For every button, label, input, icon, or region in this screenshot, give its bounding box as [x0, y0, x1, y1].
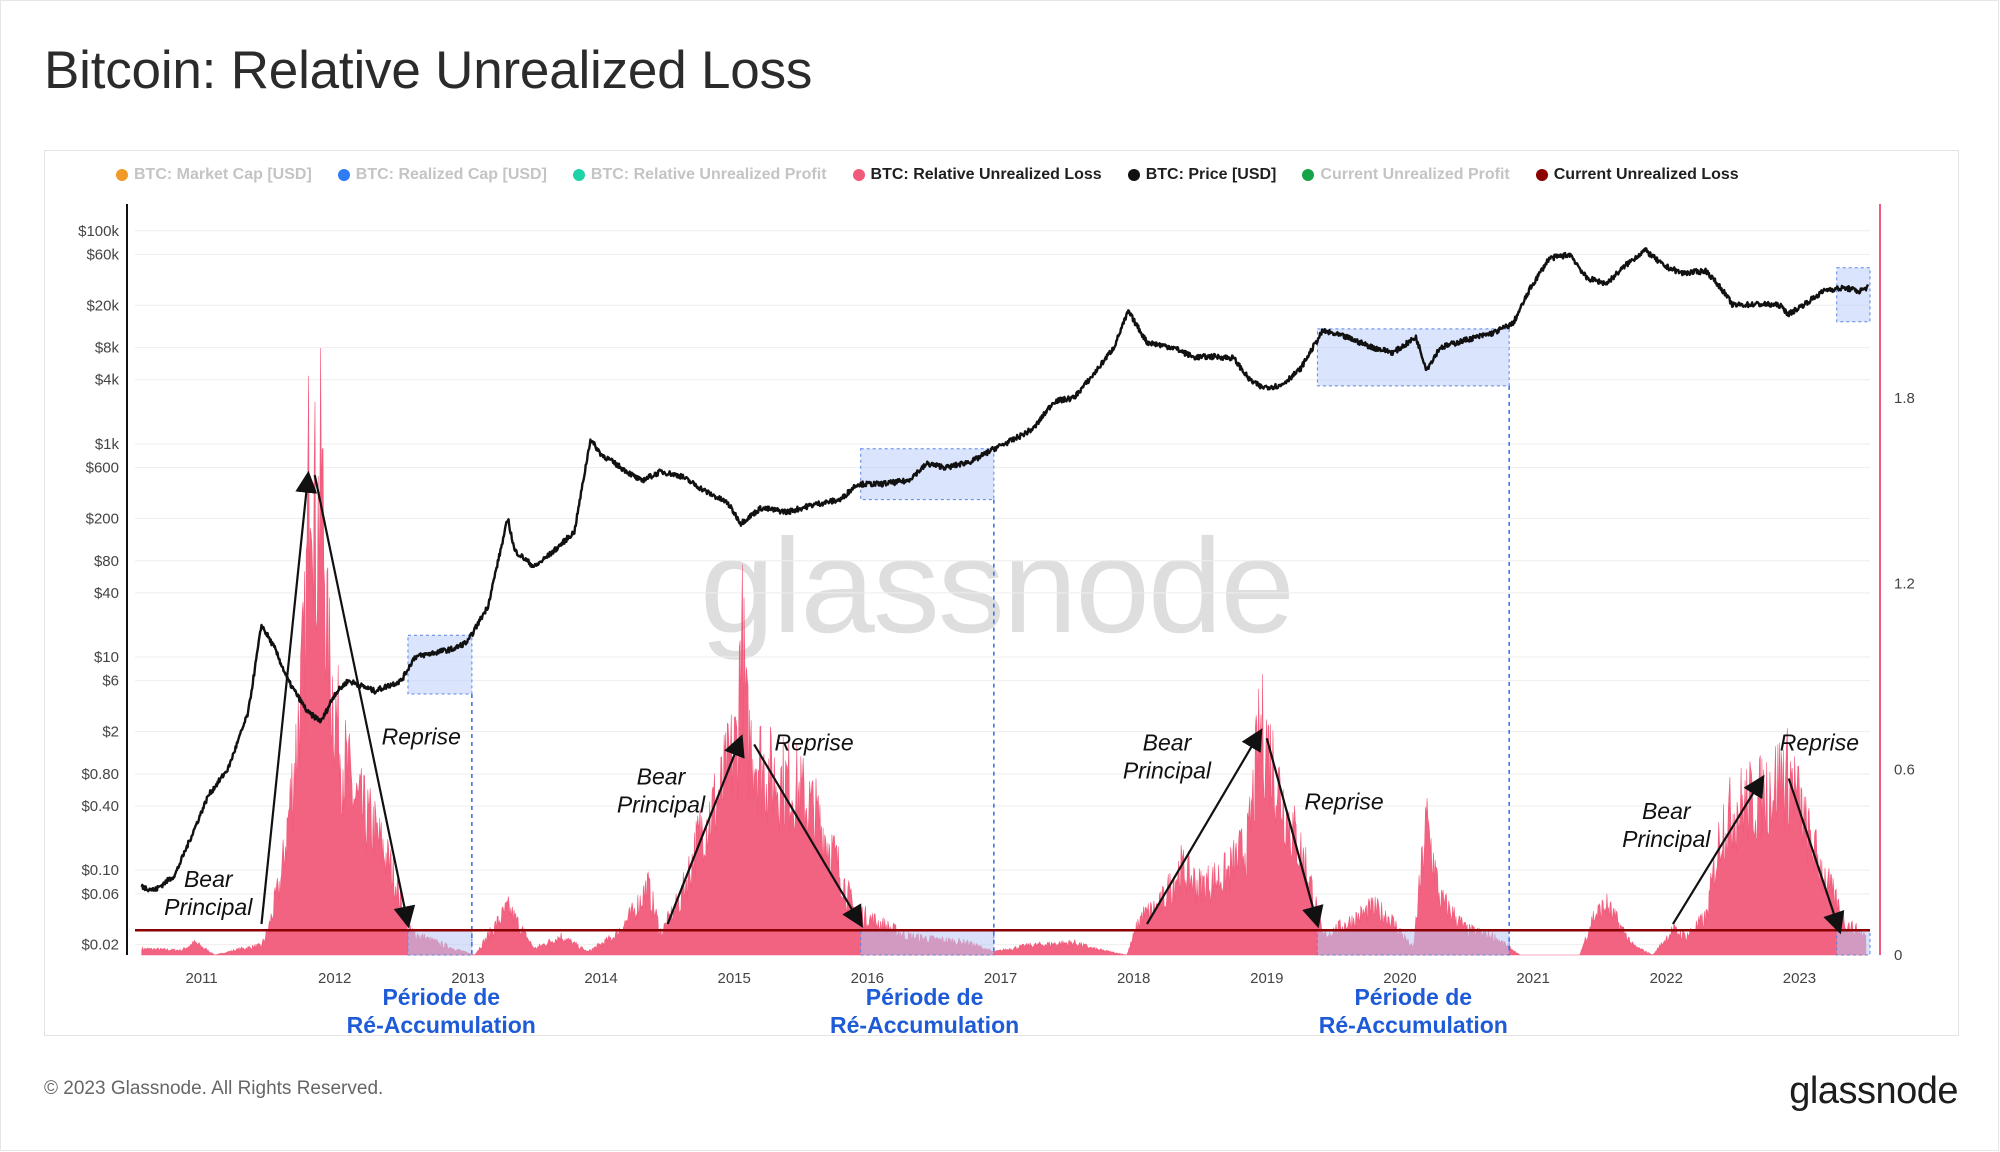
y-left-tick-label: $0.80 — [81, 766, 119, 783]
annotation-arrow — [753, 743, 863, 928]
x-tick-label: 2018 — [1117, 970, 1150, 987]
legend-label: BTC: Price [USD] — [1145, 166, 1277, 183]
page-title: Bitcoin: Relative Unrealized Loss — [44, 41, 813, 100]
y-left-tick-label: $6 — [102, 673, 119, 690]
y-right-tick-label: 0 — [1894, 947, 1902, 964]
annotation-label: Reprise — [382, 723, 461, 749]
annotation-label: Bear Principal — [164, 866, 253, 920]
relative-unrealized-loss-area — [141, 347, 1867, 956]
legend-label: BTC: Relative Unrealized Profit — [590, 166, 827, 183]
x-tick-label: 2021 — [1516, 970, 1549, 987]
annotation-label: Reprise — [774, 730, 853, 756]
legend-label: Current Unrealized Loss — [1553, 166, 1739, 183]
y-left-tick-label: $100k — [78, 223, 119, 240]
x-tick-label: 2023 — [1783, 970, 1816, 987]
legend-dot-icon — [337, 169, 350, 181]
x-tick-label: 2011 — [185, 970, 217, 987]
y-right-tick-label: 1.2 — [1894, 576, 1915, 593]
annotation-arrow — [1671, 774, 1765, 925]
legend-item-relative-unrealized-loss[interactable]: BTC: Relative Unrealized Loss — [852, 166, 1102, 184]
legend-dot-icon — [1127, 169, 1140, 181]
reaccumulation-period-label: Période de Ré-Accumulation — [1319, 984, 1508, 1038]
legend-dot-icon — [1535, 169, 1548, 181]
accumulation-highlight-box — [407, 929, 473, 956]
legend-label: BTC: Realized Cap [USD] — [355, 166, 547, 183]
y-left-tick-label: $200 — [86, 510, 119, 527]
y-left-tick-label: $60k — [86, 246, 119, 263]
price-highlight-box — [407, 634, 473, 695]
x-tick-label: 2017 — [984, 970, 1017, 987]
legend-item-realized-cap[interactable]: BTC: Realized Cap [USD] — [337, 166, 547, 184]
y-left-tick-label: $2 — [102, 724, 119, 741]
legend-item-current-unrealized-profit[interactable]: Current Unrealized Profit — [1302, 166, 1510, 184]
y-right-tick-label: 0.6 — [1894, 761, 1915, 778]
y-left-tick-label: $600 — [86, 460, 119, 477]
legend-label: BTC: Market Cap [USD] — [134, 166, 312, 183]
x-tick-label: 2016 — [851, 970, 884, 987]
price-highlight-box — [860, 448, 995, 501]
legend-item-relative-unrealized-profit[interactable]: BTC: Relative Unrealized Profit — [572, 166, 827, 184]
y-left-tick-label: $0.40 — [81, 798, 119, 815]
legend-label: BTC: Relative Unrealized Loss — [870, 166, 1102, 183]
legend-item-current-unrealized-loss[interactable]: Current Unrealized Loss — [1535, 166, 1739, 184]
btc-price-line — [140, 247, 1870, 893]
x-tick-label: 2012 — [318, 970, 351, 987]
y-right-tick-label: 1.8 — [1894, 390, 1915, 407]
legend-item-price[interactable]: BTC: Price [USD] — [1127, 166, 1277, 184]
x-tick-label: 2020 — [1383, 970, 1416, 987]
x-tick-label: 2022 — [1650, 970, 1683, 987]
annotation-label: Reprise — [1304, 788, 1383, 814]
y-left-tick-label: $8k — [95, 340, 120, 357]
annotation-label: Bear Principal — [1622, 798, 1711, 852]
y-left-tick-label: $10 — [94, 649, 119, 666]
annotation-arrow — [1146, 728, 1263, 925]
glassnode-logo: glassnode — [1789, 1070, 1958, 1112]
annotation-arrow — [1265, 738, 1324, 929]
price-highlight-box — [1836, 267, 1871, 323]
annotation-label: Bear Principal — [1123, 730, 1212, 784]
y-left-tick-label: $1k — [95, 436, 120, 453]
y-left-tick-label: $4k — [95, 372, 120, 389]
legend-item-market-cap[interactable]: BTC: Market Cap [USD] — [116, 166, 312, 184]
accumulation-highlight-box — [1316, 929, 1510, 956]
chart-legend: BTC: Market Cap [USD] BTC: Realized Cap … — [116, 166, 1739, 184]
reaccumulation-period-label: Période de Ré-Accumulation — [347, 984, 536, 1038]
x-tick-label: 2013 — [451, 970, 484, 987]
y-left-tick-label: $40 — [94, 585, 119, 602]
accumulation-highlight-box — [1836, 929, 1871, 956]
y-left-tick-label: $0.02 — [81, 937, 119, 954]
y-left-tick-label: $0.10 — [81, 862, 119, 879]
x-tick-label: 2019 — [1250, 970, 1283, 987]
annotation-label: Reprise — [1780, 730, 1859, 756]
legend-dot-icon — [116, 169, 128, 181]
annotation-arrow — [1787, 778, 1845, 935]
x-tick-label: 2014 — [584, 970, 617, 987]
reaccumulation-period-label: Période de Ré-Accumulation — [830, 984, 1019, 1038]
annotation-arrow — [313, 474, 416, 929]
annotation-arrow — [666, 734, 745, 925]
annotation-arrow — [260, 470, 318, 925]
footer-copyright: © 2023 Glassnode. All Rights Reserved. — [44, 1078, 384, 1099]
annotation-label: Bear Principal — [617, 764, 706, 818]
legend-dot-icon — [572, 169, 585, 181]
y-left-tick-label: $20k — [86, 297, 119, 314]
legend-dot-icon — [852, 169, 865, 181]
legend-dot-icon — [1302, 169, 1315, 181]
y-left-tick-label: $80 — [94, 553, 119, 570]
y-left-tick-label: $0.06 — [81, 886, 119, 903]
x-tick-label: 2015 — [718, 970, 751, 987]
legend-label: Current Unrealized Profit — [1320, 166, 1510, 183]
accumulation-highlight-box — [860, 929, 995, 956]
